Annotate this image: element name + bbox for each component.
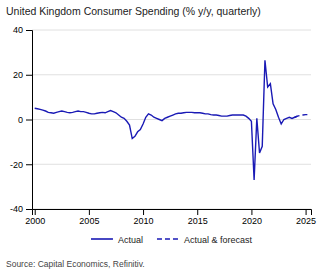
x-tick-mark (251, 209, 252, 215)
y-tick-mark (26, 209, 32, 210)
y-tick-mark (26, 120, 32, 121)
grid (32, 30, 311, 209)
x-tick-mark (197, 209, 198, 215)
x-axis-line (33, 210, 312, 216)
legend-swatch (91, 238, 113, 240)
plot: 2000 2005 2010 2015 2020 2025 -40 -20 0 20 40 (10, 25, 316, 226)
x-tick: 2025 (296, 209, 316, 226)
y-tick: -40 (10, 204, 32, 214)
grid-line (32, 119, 311, 120)
x-tick: 2010 (134, 209, 154, 226)
x-axis: 2000 2005 2010 2015 2020 2025 (25, 209, 316, 226)
y-tick-mark (26, 75, 32, 76)
y-tick-label: 0 (18, 115, 23, 125)
line (35, 60, 298, 180)
title: United Kingdom Consumer Spending (% y/y,… (6, 5, 261, 17)
grid-line (32, 74, 311, 75)
y-tick-label: -40 (10, 204, 23, 214)
legend-item: Actual & forecast (157, 235, 253, 245)
y-tick: 0 (18, 115, 32, 125)
x-tick: 2005 (79, 209, 99, 226)
legend-item: Actual (91, 235, 143, 245)
x-tick-label: 2010 (134, 216, 154, 226)
source: Source: Capital Economics, Refinitiv. (6, 259, 145, 269)
y-tick: 40 (13, 25, 32, 35)
x-tick-label: 2005 (79, 216, 99, 226)
lines (35, 60, 309, 180)
y-tick-label: -20 (10, 160, 23, 170)
x-tick: 2015 (188, 209, 208, 226)
x-tick: 2020 (242, 209, 262, 226)
x-tick-label: 2000 (25, 216, 45, 226)
y-tick-mark (26, 30, 32, 31)
y-tick-label: 20 (13, 70, 23, 80)
y-axis: -40 -20 0 20 40 (10, 25, 33, 214)
grid-line (32, 30, 311, 31)
chart: United Kingdom Consumer Spending (% y/y,… (0, 0, 325, 273)
x-tick-mark (143, 209, 144, 215)
y-tick: 20 (13, 70, 32, 80)
legend-swatch (157, 238, 179, 240)
x-tick-label: 2015 (188, 216, 208, 226)
x-tick-label: 2020 (242, 216, 262, 226)
y-tick-label: 40 (13, 25, 23, 35)
y-tick: -20 (10, 160, 32, 170)
x-tick-mark (35, 209, 36, 215)
line (295, 115, 309, 118)
x-tick: 2000 (25, 209, 45, 226)
x-tick-label: 2025 (296, 216, 316, 226)
x-tick-mark (306, 209, 307, 215)
grid-line (32, 164, 311, 165)
y-tick-mark (26, 164, 32, 165)
legend: Actual Actual & forecast (91, 235, 253, 245)
legend-label: Actual (118, 235, 143, 245)
x-tick-mark (89, 209, 90, 215)
legend-label: Actual & forecast (184, 235, 253, 245)
y-axis-line (26, 31, 33, 210)
